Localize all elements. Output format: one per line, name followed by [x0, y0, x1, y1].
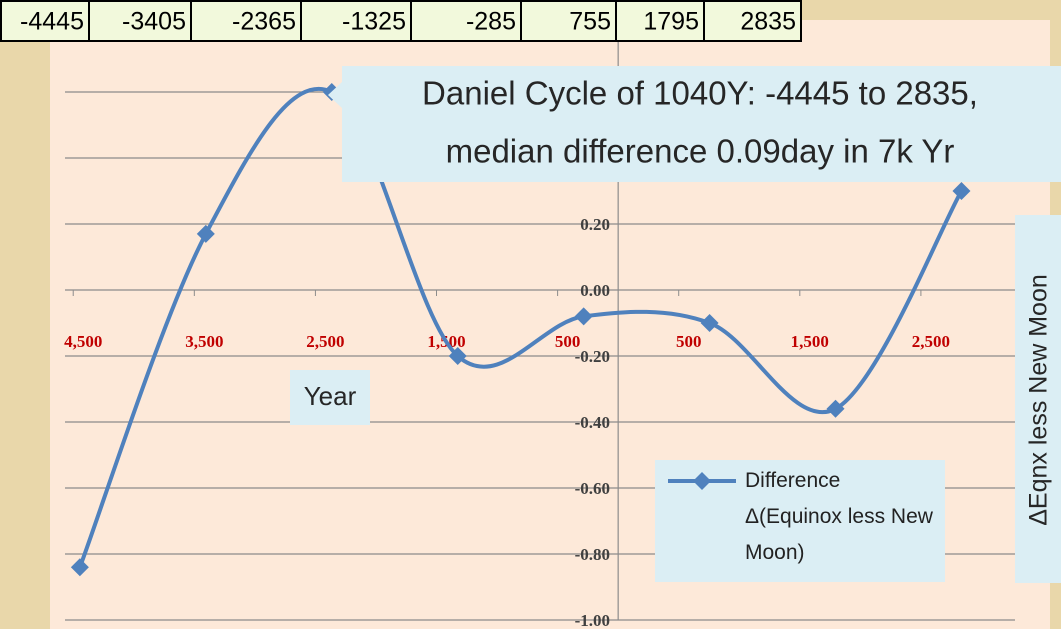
data-point — [574, 307, 593, 326]
y-tick-label: -1.00 — [575, 611, 610, 629]
data-point — [826, 399, 845, 418]
y-tick-label: -0.20 — [575, 347, 610, 366]
x-label-box — [290, 370, 370, 425]
legend-label: Difference Δ(Equinox less New Moon) — [745, 469, 933, 564]
y-axis-label: ΔEqnx less New Moon — [1025, 274, 1053, 526]
y-tick-label: -0.40 — [575, 413, 610, 432]
x-axis-label: Year — [304, 381, 357, 411]
year-cell — [88, 0, 192, 42]
title-pointer — [328, 82, 342, 108]
x-tick-label: 1,500 — [791, 332, 829, 351]
year-cell — [410, 0, 522, 42]
chart-title: Daniel Cycle of 1040Y: -4445 to 2835, — [422, 75, 978, 112]
x-tick-label: 2,500 — [912, 332, 950, 351]
year-cell-label: 755 — [569, 8, 611, 36]
x-tick-label: 3,500 — [185, 332, 223, 351]
y-tick-label: -0.80 — [575, 545, 610, 564]
data-point — [952, 182, 971, 200]
year-cell — [615, 0, 705, 42]
year-cell-label: -1325 — [342, 8, 406, 36]
chart-title: median difference 0.09day in 7k Yr — [446, 133, 955, 170]
x-tick-label: 500 — [676, 332, 702, 351]
title-box — [342, 66, 1061, 182]
data-point — [700, 314, 719, 332]
data-point — [196, 224, 215, 243]
year-cell-label: 1795 — [643, 8, 699, 36]
year-cell — [300, 0, 412, 42]
year-cell-label: -285 — [466, 8, 516, 36]
year-cell-label: 2835 — [740, 8, 796, 36]
data-point — [448, 347, 467, 365]
y-label-box — [1015, 215, 1061, 583]
year-cell-label: -4445 — [20, 8, 84, 36]
y-tick-label: -0.60 — [575, 479, 610, 498]
year-cell-label: -3405 — [122, 8, 186, 36]
year-cell — [703, 0, 802, 42]
x-tick-label: 500 — [555, 332, 581, 351]
x-tick-label: 4,500 — [64, 332, 102, 351]
legend-marker — [693, 472, 711, 490]
data-point — [70, 558, 89, 577]
y-tick-label: 0.20 — [580, 215, 610, 234]
y-tick-label: 0.00 — [580, 281, 610, 300]
x-tick-label: 2,500 — [306, 332, 344, 351]
year-cell-label: -2365 — [232, 8, 296, 36]
